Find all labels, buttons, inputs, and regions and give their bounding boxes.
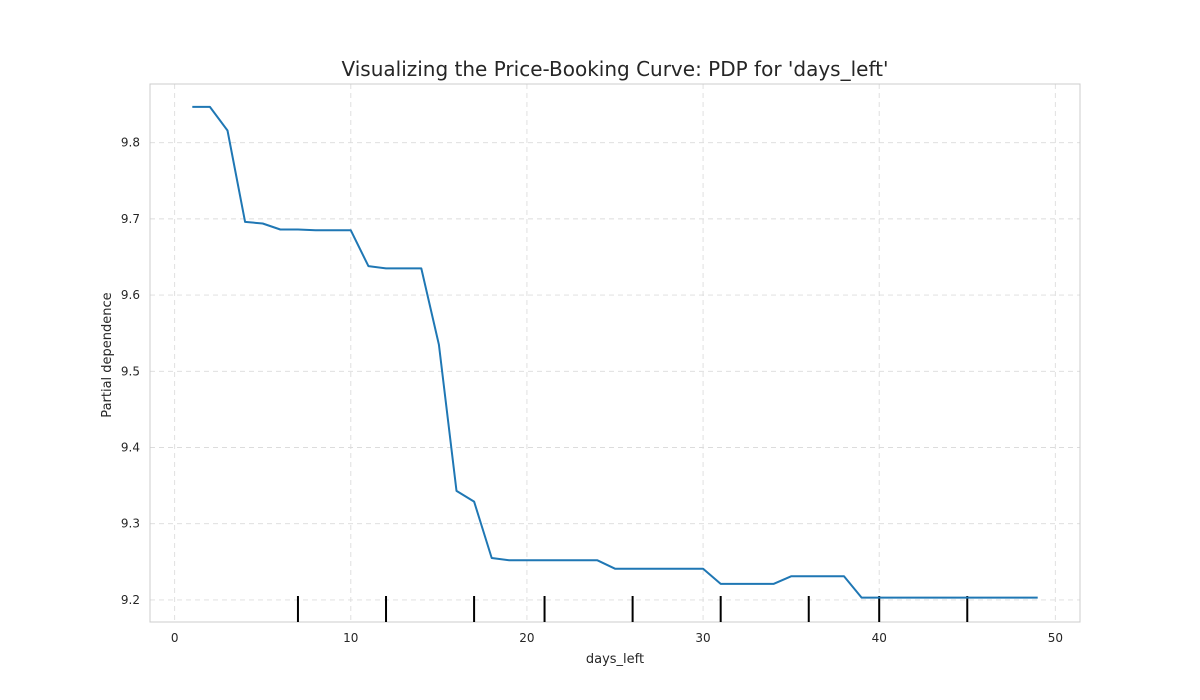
chart-title: Visualizing the Price-Booking Curve: PDP… <box>341 57 888 81</box>
plot-frame <box>149 83 1081 623</box>
pdp-line <box>192 105 1038 599</box>
decile-rug <box>296 596 969 622</box>
y-tick-label: 9.2 <box>121 593 140 607</box>
y-tick-label: 9.8 <box>121 136 140 150</box>
y-tick-labels: 9.2 9.3 9.4 9.5 9.6 9.7 9.8 <box>121 136 140 607</box>
x-tick-label: 10 <box>343 631 358 645</box>
y-tick-label: 9.5 <box>121 364 140 378</box>
x-axis-label: days_left <box>586 652 644 667</box>
y-tick-label: 9.7 <box>121 212 140 226</box>
x-tick-label: 30 <box>695 631 710 645</box>
x-tick-label: 50 <box>1048 631 1063 645</box>
y-tick-label: 9.6 <box>121 288 140 302</box>
y-tick-label: 9.3 <box>121 517 140 531</box>
y-tick-label: 9.4 <box>121 440 140 454</box>
x-tick-label: 20 <box>519 631 534 645</box>
x-tick-label: 0 <box>171 631 179 645</box>
x-tick-labels: 0 10 20 30 40 50 <box>171 631 1063 645</box>
series-layer <box>192 105 1038 599</box>
x-tick-label: 40 <box>872 631 887 645</box>
y-axis-label: Partial dependence <box>100 292 115 417</box>
grid-lines <box>150 84 1080 622</box>
